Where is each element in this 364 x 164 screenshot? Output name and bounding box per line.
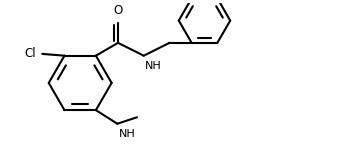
Text: NH: NH <box>145 61 162 71</box>
Text: O: O <box>114 4 123 17</box>
Text: NH: NH <box>118 129 135 139</box>
Text: Cl: Cl <box>24 47 36 60</box>
